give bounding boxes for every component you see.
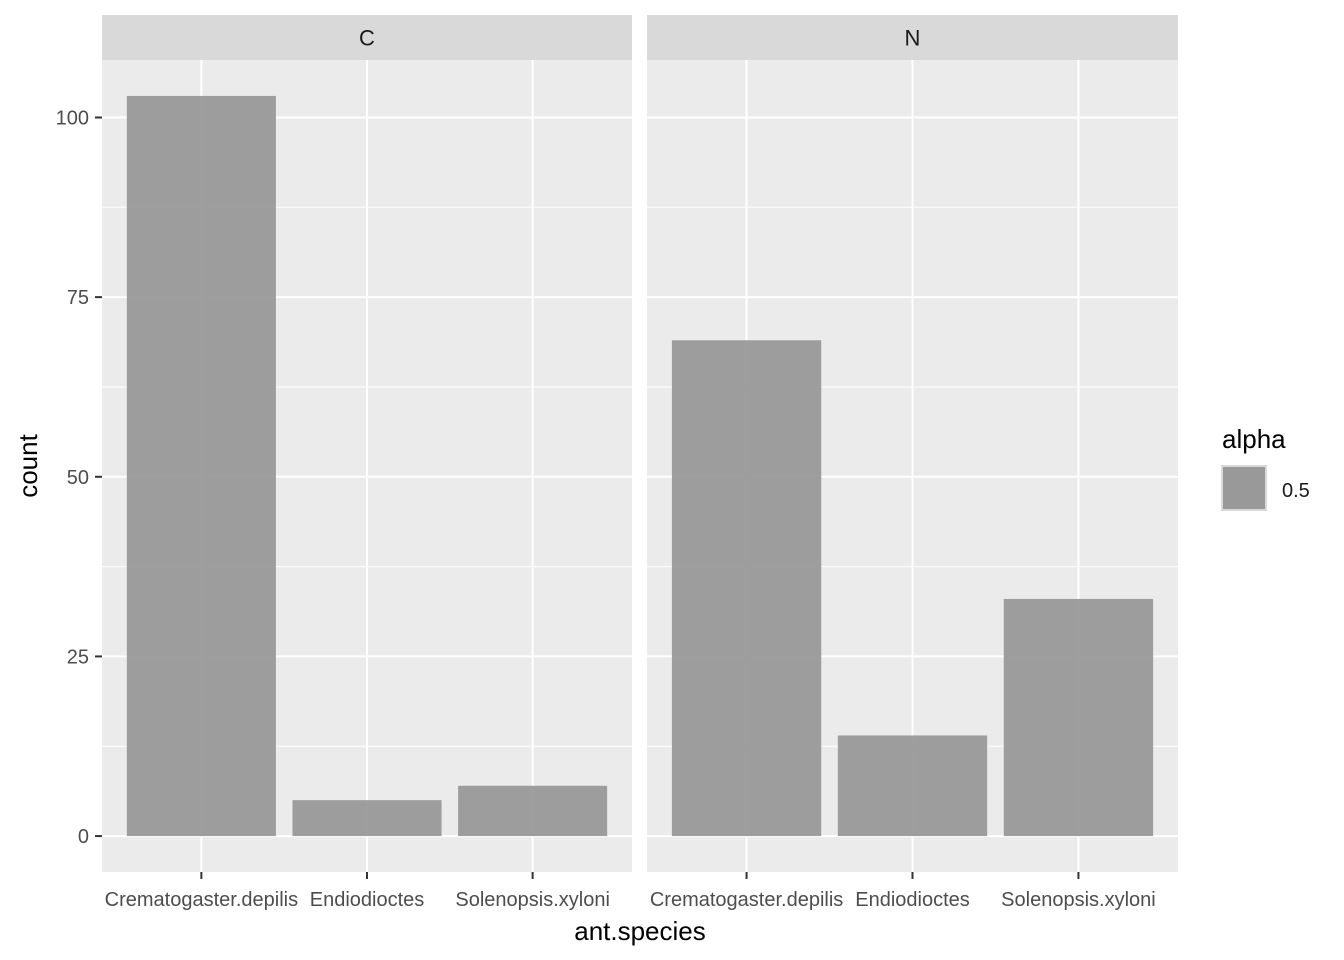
legend-entry-label: 0.5: [1282, 480, 1310, 502]
bar-N-Endiodioctes: [837, 735, 988, 837]
x-tick-label: Endiodioctes: [855, 889, 970, 911]
bar-N-Solenopsis.xyloni: [1003, 598, 1154, 837]
x-tick-label: Solenopsis.xyloni: [1001, 889, 1156, 911]
bar-N-Crematogaster.depilis: [671, 340, 822, 837]
facet-strip: [102, 15, 632, 60]
y-tick-label: 0: [78, 826, 89, 848]
y-axis-title: count: [13, 433, 43, 497]
y-tick-label: 100: [56, 107, 89, 129]
x-axis-title: ant.species: [574, 916, 706, 946]
y-axis: 0 25 50 75 100: [56, 107, 102, 848]
x-tick-label: Endiodioctes: [310, 889, 425, 911]
facet-panel-N: Crematogaster.depilis Endiodioctes Solenop…: [647, 15, 1178, 911]
x-tick-label: Crematogaster.depilis: [650, 889, 843, 911]
facet-panels: Crematogaster.depilis Endiodioctes Solenop…: [102, 15, 1178, 911]
bar-C-Endiodioctes: [292, 800, 442, 837]
legend-key-swatch: [1221, 465, 1267, 511]
facet-strip-label: N: [905, 26, 921, 51]
bar-C-Crematogaster.depilis: [126, 95, 276, 837]
legend-title: alpha: [1222, 424, 1286, 454]
facet-strip: [647, 15, 1178, 60]
x-tick-label: Solenopsis.xyloni: [455, 889, 610, 911]
y-tick-label: 50: [67, 467, 89, 489]
facet-strip-label: C: [359, 26, 375, 51]
x-tick-label: Crematogaster.depilis: [105, 889, 298, 911]
y-tick-label: 75: [67, 287, 89, 309]
facet-panel-C: Crematogaster.depilis Endiodioctes Solenop…: [102, 15, 632, 911]
y-tick-label: 25: [67, 646, 89, 668]
legend: alpha 0.5: [1221, 424, 1310, 511]
bar-C-Solenopsis.xyloni: [458, 785, 608, 837]
